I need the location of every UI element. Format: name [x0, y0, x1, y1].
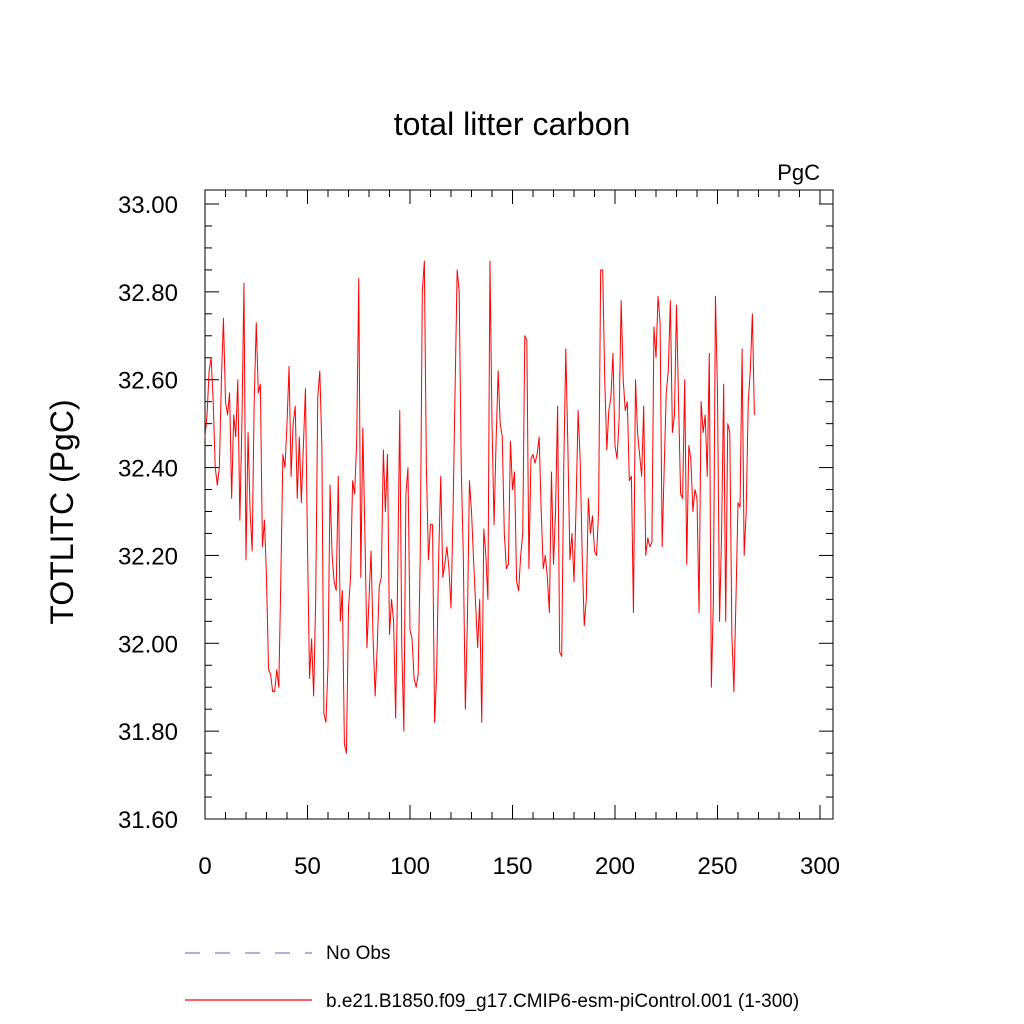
x-tick-label: 100: [390, 853, 430, 880]
x-tick-label: 0: [198, 853, 211, 880]
legend-label-no-obs: No Obs: [326, 943, 390, 964]
y-tick-label: 32.60: [118, 368, 178, 395]
y-tick-label: 31.80: [118, 719, 178, 746]
units-label: PgC: [777, 160, 820, 185]
x-tick-label: 300: [800, 853, 840, 880]
legend-label-model: b.e21.B1850.f09_g17.CMIP6-esm-piControl.…: [326, 991, 799, 1012]
y-tick-label: 33.00: [118, 192, 178, 219]
y-axis-label: TOTLITC (PgC): [44, 399, 80, 624]
x-tick-label: 50: [294, 853, 321, 880]
series-line-model: [204, 260, 755, 754]
x-tick-label: 200: [595, 853, 635, 880]
y-tick-label: 32.20: [118, 543, 178, 570]
x-tick-label: 250: [697, 853, 737, 880]
axis-ticks: [204, 190, 833, 820]
y-tick-label: 32.00: [118, 631, 178, 658]
y-tick-label: 32.40: [118, 456, 178, 483]
legend: No Obs b.e21.B1850.f09_g17.CMIP6-esm-piC…: [185, 943, 799, 1012]
series-group: [204, 260, 755, 754]
plot-frame: [204, 189, 834, 820]
y-tick-label: 31.60: [118, 807, 178, 834]
y-tick-labels: 31.60 31.80 32.00 32.20 32.40 32.60 32.80 33.00: [118, 192, 178, 834]
x-tick-labels: 0 50 100 150 200 250 300: [198, 853, 840, 880]
x-tick-label: 150: [492, 853, 532, 880]
chart-title: total litter carbon: [394, 106, 631, 142]
y-tick-label: 32.80: [118, 280, 178, 307]
